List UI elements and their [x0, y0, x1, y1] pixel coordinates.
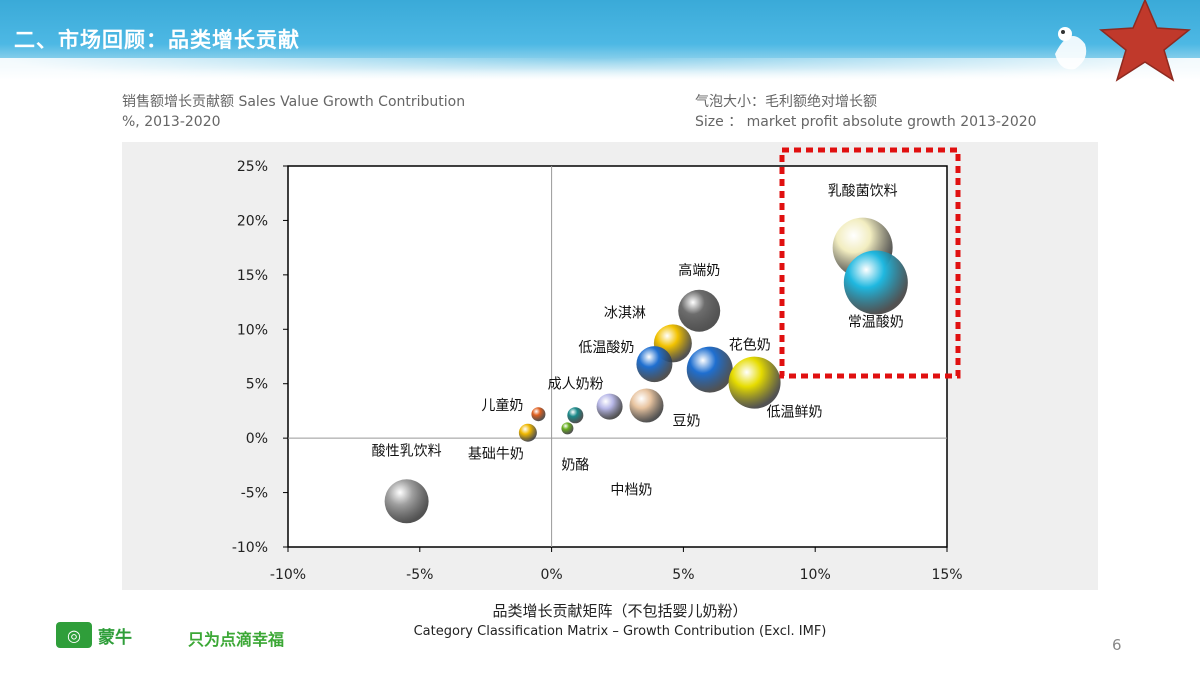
x-tick-label: 5%	[672, 567, 694, 583]
bubble-size-legend-cn: 气泡大小：毛利额绝对增长额	[695, 94, 877, 110]
page-title: 二、市场回顾：品类增长贡献	[14, 28, 300, 52]
x-tick-label: -5%	[406, 567, 433, 583]
chart-title-cn: 品类增长贡献矩阵（不包括婴儿奶粉）	[492, 602, 748, 620]
bubble-label: 酸性乳饮料	[372, 443, 442, 459]
x-tick-label: 10%	[800, 567, 831, 583]
bubble-point	[596, 393, 623, 420]
brand-logo: ◎ 蒙牛	[56, 622, 132, 648]
bubble-label: 高端奶	[678, 262, 720, 279]
logo-icon: ◎	[56, 622, 92, 648]
star-icon	[1099, 0, 1191, 82]
bubble-point	[531, 407, 546, 422]
y-axis-description-line2: %, 2013-2020	[122, 114, 221, 130]
highlight-box	[779, 147, 961, 379]
bubble-size-legend-en: Size ： market profit absolute growth 201…	[695, 114, 1037, 130]
bubble-size-legend: 气泡大小：毛利额绝对增长额 Size ： market profit absol…	[695, 92, 1037, 132]
bubble-point	[518, 423, 537, 442]
bubble-point	[843, 250, 908, 315]
bubble-label: 冰淇淋	[604, 305, 646, 321]
y-tick-label: -5%	[241, 486, 268, 502]
bubble-label: 中档奶	[610, 482, 652, 498]
bubble-label: 低温鲜奶	[767, 405, 823, 421]
bubble-point	[728, 356, 781, 409]
bubble-label: 低温酸奶	[578, 340, 634, 356]
bubble-label: 奶酪	[561, 457, 589, 473]
bubble-label: 常温酸奶	[848, 314, 904, 330]
bubble-point	[636, 346, 673, 383]
y-tick-label: 0%	[246, 431, 268, 447]
y-axis-description-line1: 销售额增长贡献额 Sales Value Growth Contribution	[122, 94, 466, 110]
y-tick-label: -10%	[232, 540, 268, 556]
bubble-point	[686, 346, 733, 393]
bubble-label: 基础牛奶	[468, 446, 524, 463]
x-tick-label: 0%	[540, 567, 562, 583]
bubble-point	[561, 422, 574, 435]
mascot-icon	[1055, 27, 1087, 70]
chart-title-en: Category Classification Matrix – Growth …	[413, 624, 827, 639]
x-tick-label: -10%	[270, 567, 306, 583]
header-wave	[0, 58, 1200, 88]
y-tick-label: 5%	[246, 377, 268, 393]
header-bar: 二、市场回顾：品类增长贡献	[0, 0, 1200, 88]
bubble-point	[629, 388, 664, 423]
x-tick-label: 15%	[931, 567, 962, 583]
bubble-label: 豆奶	[672, 413, 700, 429]
y-tick-label: 15%	[237, 268, 268, 284]
y-tick-label: 25%	[237, 159, 268, 175]
page-number: 6	[1112, 636, 1122, 654]
bubble-label: 花色奶	[729, 337, 771, 354]
y-tick-label: 20%	[237, 213, 268, 229]
y-tick-label: 10%	[237, 322, 268, 338]
bubble-point	[384, 479, 429, 524]
bubble-point	[567, 407, 584, 424]
bubble-point	[678, 289, 721, 332]
bubble-label: 儿童奶	[481, 397, 523, 414]
brand-slogan: 只为点滴幸福	[188, 630, 285, 649]
bubble-label: 乳酸菌饮料	[828, 184, 898, 200]
y-axis-description: 销售额增长贡献额 Sales Value Growth Contribution…	[122, 92, 465, 132]
bubble-label: 成人奶粉	[548, 377, 604, 393]
brand-name: 蒙牛	[98, 627, 132, 648]
